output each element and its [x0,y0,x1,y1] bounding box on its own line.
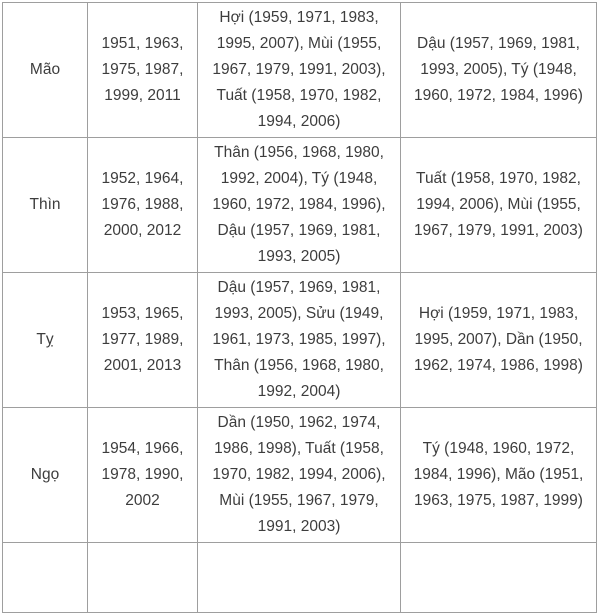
zodiac-name-cell: Ngọ [2,407,88,543]
zodiac-name-cell: Thìn [2,137,88,273]
zodiac-years-cell: 1954, 1966, 1978, 1990, 2002 [87,407,198,543]
zodiac-name-cell: Tỵ [2,272,88,408]
table-row-partial [2,542,597,613]
zodiac-years-cell: 1952, 1964, 1976, 1988, 2000, 2012 [87,137,198,273]
related-branches-cell-2: Hợi (1959, 1971, 1983, 1995, 2007), Dần … [400,272,597,408]
zodiac-years-cell [87,542,198,613]
table-row: Mão 1951, 1963, 1975, 1987, 1999, 2011 H… [2,2,597,138]
zodiac-name-cell: Mão [2,2,88,138]
related-branches-cell-2 [400,542,597,613]
table-row: Ngọ 1954, 1966, 1978, 1990, 2002 Dần (19… [2,407,597,543]
table-row: Tỵ 1953, 1965, 1977, 1989, 2001, 2013 Dậ… [2,272,597,408]
related-branches-cell-1: Hợi (1959, 1971, 1983, 1995, 2007), Mùi … [197,2,401,138]
zodiac-years-cell: 1953, 1965, 1977, 1989, 2001, 2013 [87,272,198,408]
related-branches-cell-2: Dậu (1957, 1969, 1981, 1993, 2005), Tý (… [400,2,597,138]
zodiac-name-cell [2,542,88,613]
zodiac-years-cell: 1951, 1963, 1975, 1987, 1999, 2011 [87,2,198,138]
related-branches-cell-2: Tý (1948, 1960, 1972, 1984, 1996), Mão (… [400,407,597,543]
related-branches-cell-1: Thân (1956, 1968, 1980, 1992, 2004), Tý … [197,137,401,273]
related-branches-cell-1: Dậu (1957, 1969, 1981, 1993, 2005), Sửu … [197,272,401,408]
table-row: Thìn 1952, 1964, 1976, 1988, 2000, 2012 … [2,137,597,273]
related-branches-cell-1: Dần (1950, 1962, 1974, 1986, 1998), Tuất… [197,407,401,543]
related-branches-cell-1 [197,542,401,613]
related-branches-cell-2: Tuất (1958, 1970, 1982, 1994, 2006), Mùi… [400,137,597,273]
